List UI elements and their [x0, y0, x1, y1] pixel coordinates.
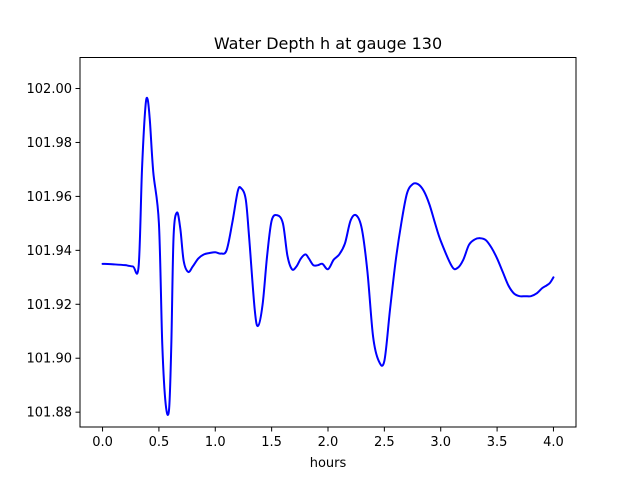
y-tick-label: 101.90 [27, 352, 73, 367]
x-tick-label: 4.0 [543, 435, 564, 450]
x-tick-label: 2.5 [374, 435, 395, 450]
x-axis-title: hours [310, 456, 347, 471]
plot-area-frame [79, 57, 577, 428]
x-tick-label: 0.0 [92, 435, 113, 450]
y-tick-label: 101.96 [27, 190, 73, 205]
x-tick-label: 3.0 [430, 435, 451, 450]
x-tick-label: 1.5 [261, 435, 282, 450]
series-layer [101, 96, 555, 416]
ticks-layer: 0.0 0.5 1.0 1.5 2.0 2.5 3.0 3.5 4.0 101.88 101.90 1… [27, 82, 564, 450]
y-tick-label: 101.98 [27, 136, 73, 151]
y-tick-label: 101.88 [27, 406, 73, 421]
series-line [101, 96, 555, 416]
x-tick-label: 2.0 [318, 435, 339, 450]
x-tick-label: 1.0 [205, 435, 226, 450]
y-tick-label: 102.00 [27, 82, 73, 97]
y-tick-label: 101.92 [27, 298, 73, 313]
chart-title: Water Depth h at gauge 130 [214, 34, 442, 53]
x-tick-label: 0.5 [149, 435, 170, 450]
x-tick-label: 3.5 [487, 435, 508, 450]
y-tick-label: 101.94 [27, 244, 73, 259]
